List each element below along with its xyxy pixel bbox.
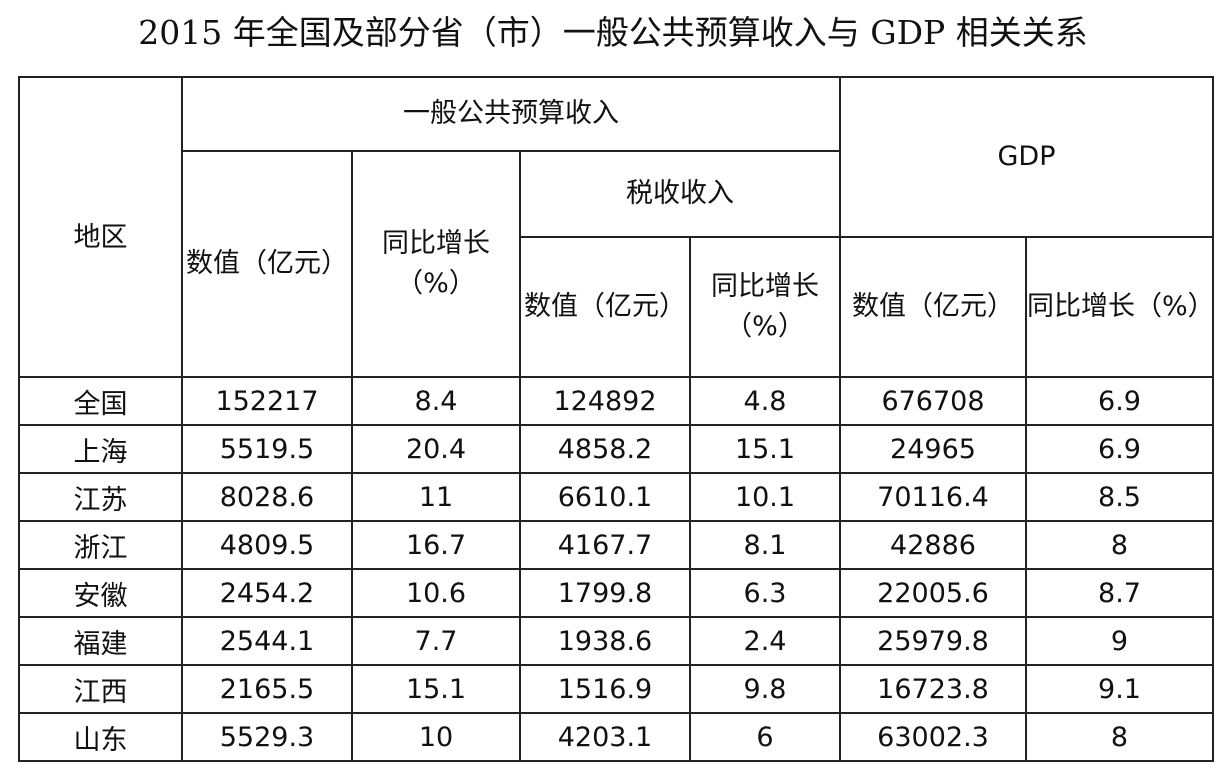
table-row: 福建 2544.1 7.7 1938.6 2.4 25979.8 9 [18,616,1214,666]
region-cell: 福建 [18,616,183,666]
table-row: 山东 5529.3 10 4203.1 6 63002.3 8 [18,712,1214,762]
gdp-value-cell: 63002.3 [839,712,1027,762]
budget-value-cell: 152217 [181,376,353,426]
budget-growth-cell: 20.4 [351,424,521,474]
budget-growth-cell: 11 [351,472,521,522]
region-cell: 江西 [18,664,183,714]
tax-value-cell: 6610.1 [519,472,691,522]
budget-value-cell: 4809.5 [181,520,353,570]
gdp-value-cell: 42886 [839,520,1027,570]
tax-growth-cell: 8.1 [689,520,841,570]
gdp-value-cell: 16723.8 [839,664,1027,714]
tax-value-cell: 1799.8 [519,568,691,618]
budget-growth-cell: 10 [351,712,521,762]
gdp-value-cell: 25979.8 [839,616,1027,666]
tax-growth-cell: 10.1 [689,472,841,522]
table-row: 上海 5519.5 20.4 4858.2 15.1 24965 6.9 [18,424,1214,474]
gdp-value-cell: 22005.6 [839,568,1027,618]
data-table: 地区 一般公共预算收入 GDP 数值（亿元） 同比增长（%） 税收收入 数值（亿… [18,76,1215,762]
gdp-growth-cell: 6.9 [1025,424,1214,474]
header-region: 地区 [18,76,183,378]
budget-value-cell: 8028.6 [181,472,353,522]
region-cell: 山东 [18,712,183,762]
budget-growth-cell: 8.4 [351,376,521,426]
gdp-growth-cell: 6.9 [1025,376,1214,426]
header-budget-value: 数值（亿元） [181,150,353,378]
header-tax-group: 税收收入 [519,150,841,238]
budget-value-cell: 2544.1 [181,616,353,666]
table-row: 浙江 4809.5 16.7 4167.7 8.1 42886 8 [18,520,1214,570]
header-gdp-value: 数值（亿元） [839,236,1027,378]
table-row: 江西 2165.5 15.1 1516.9 9.8 16723.8 9.1 [18,664,1214,714]
gdp-growth-cell: 9 [1025,616,1214,666]
tax-value-cell: 4203.1 [519,712,691,762]
tax-growth-cell: 9.8 [689,664,841,714]
header-tax-growth: 同比增长（%） [689,236,841,378]
gdp-growth-cell: 9.1 [1025,664,1214,714]
region-cell: 浙江 [18,520,183,570]
tax-value-cell: 4167.7 [519,520,691,570]
tax-growth-cell: 15.1 [689,424,841,474]
budget-value-cell: 2454.2 [181,568,353,618]
budget-value-cell: 5519.5 [181,424,353,474]
header-gdp-growth: 同比增长（%） [1025,236,1215,378]
budget-growth-cell: 7.7 [351,616,521,666]
header-tax-value: 数值（亿元） [519,236,691,378]
gdp-growth-cell: 8.7 [1025,568,1214,618]
tax-growth-cell: 4.8 [689,376,841,426]
budget-value-cell: 2165.5 [181,664,353,714]
gdp-value-cell: 24965 [839,424,1027,474]
tax-value-cell: 124892 [519,376,691,426]
gdp-growth-cell: 8 [1025,712,1214,762]
tax-value-cell: 1938.6 [519,616,691,666]
tax-growth-cell: 2.4 [689,616,841,666]
header-budget-growth: 同比增长（%） [351,150,521,378]
region-cell: 全国 [18,376,183,426]
budget-growth-cell: 15.1 [351,664,521,714]
page-title: 2015 年全国及部分省（市）一般公共预算收入与 GDP 相关关系 [138,13,1088,52]
table-row: 安徽 2454.2 10.6 1799.8 6.3 22005.6 8.7 [18,568,1214,618]
region-cell: 江苏 [18,472,183,522]
budget-growth-cell: 16.7 [351,520,521,570]
tax-value-cell: 1516.9 [519,664,691,714]
tax-value-cell: 4858.2 [519,424,691,474]
table-row: 全国 152217 8.4 124892 4.8 676708 6.9 [18,376,1214,426]
table-row: 江苏 8028.6 11 6610.1 10.1 70116.4 8.5 [18,472,1214,522]
gdp-growth-cell: 8.5 [1025,472,1214,522]
budget-value-cell: 5529.3 [181,712,353,762]
tax-growth-cell: 6.3 [689,568,841,618]
tax-growth-cell: 6 [689,712,841,762]
gdp-value-cell: 70116.4 [839,472,1027,522]
gdp-value-cell: 676708 [839,376,1027,426]
budget-growth-cell: 10.6 [351,568,521,618]
region-cell: 安徽 [18,568,183,618]
header-budget-group: 一般公共预算收入 [181,76,841,152]
header-gdp-group: GDP [839,76,1214,238]
gdp-growth-cell: 8 [1025,520,1214,570]
region-cell: 上海 [18,424,183,474]
